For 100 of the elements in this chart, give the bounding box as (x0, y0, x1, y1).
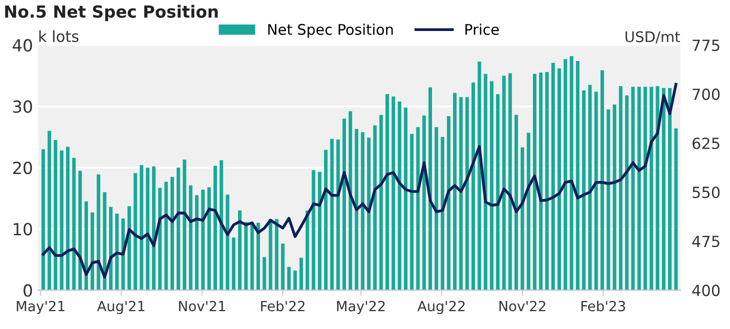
bar (324, 150, 328, 290)
bar (170, 176, 174, 290)
bar (379, 114, 383, 290)
y2-tick-label: 550 (692, 186, 720, 198)
bar (662, 88, 666, 290)
bar (612, 104, 616, 290)
bar (557, 68, 562, 290)
y-tick-label: 30 (13, 100, 32, 113)
bar (287, 266, 291, 290)
legend-label: Price (465, 24, 499, 35)
bar (66, 146, 70, 290)
bar (72, 158, 76, 290)
bar (274, 219, 278, 290)
x-tick-label: Feb'23 (581, 300, 626, 312)
bar (354, 129, 358, 290)
y-tick-label: 10 (14, 222, 32, 236)
x-tick-label: Aug'22 (417, 300, 465, 314)
bar (490, 81, 494, 290)
bar (158, 188, 162, 290)
bar (342, 118, 346, 290)
bar (416, 127, 420, 290)
bar (146, 168, 150, 290)
bar (293, 270, 297, 290)
bar (465, 97, 469, 290)
bar (674, 128, 678, 290)
y-tick-label: 0 (24, 284, 32, 297)
bar (176, 168, 180, 290)
bar (127, 206, 131, 290)
bar (220, 160, 224, 290)
bar (268, 219, 272, 290)
bar (299, 258, 303, 290)
bar (446, 116, 450, 290)
bar (238, 210, 242, 290)
bar (348, 111, 352, 290)
bar (262, 257, 266, 290)
line-series (42, 82, 678, 278)
bar (570, 56, 574, 290)
bar (54, 140, 58, 290)
bar (140, 165, 144, 290)
x-tick-label: May'21 (16, 300, 64, 314)
bar (631, 86, 635, 290)
bar (526, 132, 530, 290)
y2-tick-label: 775 (692, 40, 720, 52)
y-axis-title: k lots (39, 30, 78, 42)
x-tick-label: Nov'21 (179, 300, 226, 312)
bar (330, 138, 334, 290)
bar (545, 72, 549, 290)
y2-tick-label: 625 (692, 138, 720, 150)
bar (78, 170, 82, 290)
bar (606, 109, 610, 290)
y2-tick-label: 700 (692, 88, 720, 100)
bar (250, 222, 254, 290)
bar (213, 166, 217, 290)
bar (182, 160, 186, 290)
bar (201, 190, 205, 290)
bar (96, 174, 100, 290)
y2-tick-label: 400 (692, 284, 720, 296)
bar (496, 94, 500, 290)
bar (244, 222, 248, 290)
bar (582, 90, 586, 290)
bar (60, 150, 64, 290)
bar (668, 88, 672, 290)
chart-title: No.5 Net Spec Position (5, 4, 218, 22)
bar (637, 86, 641, 290)
bar (564, 59, 568, 290)
y2-tick-label: 475 (692, 236, 720, 248)
bar (551, 62, 555, 290)
bar (478, 62, 482, 290)
bar (532, 74, 536, 290)
bar (256, 222, 260, 290)
x-tick-label: Nov'22 (499, 300, 546, 312)
bar (656, 86, 660, 290)
bar (360, 132, 364, 290)
bar (373, 125, 377, 290)
legend-label: Net Spec Position (268, 24, 393, 38)
bar (588, 84, 592, 290)
bar (48, 130, 52, 290)
bar (471, 82, 476, 290)
bar (207, 187, 211, 290)
bar (625, 95, 629, 290)
bar (650, 86, 654, 290)
bar (312, 170, 316, 290)
bar (90, 212, 94, 290)
y2-axis-title: USD/mt (626, 31, 680, 44)
bar (600, 70, 604, 290)
y-tick-label: 40 (12, 39, 32, 52)
bar (385, 94, 389, 290)
bar (392, 96, 396, 290)
bar (306, 210, 310, 290)
bar (440, 136, 444, 290)
bar (188, 185, 192, 290)
bar (428, 87, 432, 290)
bar (152, 166, 156, 290)
bar (410, 134, 414, 290)
bar (514, 114, 518, 290)
bar (502, 76, 506, 290)
bar (404, 108, 408, 290)
bar (618, 86, 622, 290)
bar (281, 244, 285, 290)
bar (318, 172, 322, 290)
